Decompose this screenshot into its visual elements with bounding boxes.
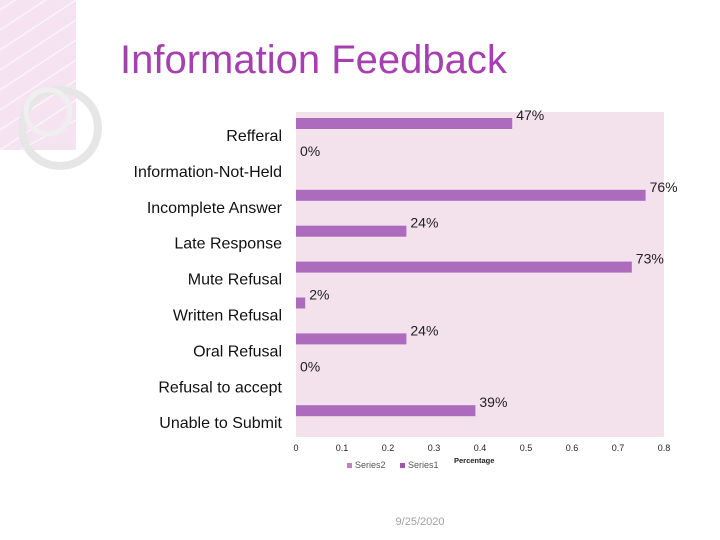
data-label: 76% (650, 179, 678, 195)
category-label: Mute Refusal (188, 272, 282, 289)
legend-label-series1: Series1 (408, 460, 439, 470)
bar (296, 297, 306, 309)
x-tick-label: 0.6 (566, 443, 579, 453)
data-label: 0% (300, 358, 320, 374)
legend-swatch-series1 (400, 463, 405, 468)
x-tick-label: 0.3 (428, 443, 441, 453)
slide-title: Information Feedback (120, 38, 507, 82)
data-label: 0% (300, 143, 320, 159)
bar (296, 261, 632, 273)
corner-decoration (0, 0, 102, 170)
x-tick-label: 0.8 (658, 443, 671, 453)
labels-layer: Refferal 47% Information-Not-Held 0% Incompl… (134, 107, 678, 432)
legend-swatch-series2 (347, 463, 352, 468)
slide-date: 9/25/2020 (395, 516, 445, 528)
data-label: 2% (309, 287, 329, 303)
category-label: Incomplete Answer (147, 200, 283, 217)
category-label: Late Response (174, 236, 282, 253)
bar (296, 118, 513, 129)
plot-area (296, 112, 664, 437)
x-tick-label: 0.7 (612, 443, 625, 453)
data-label: 47% (516, 107, 544, 123)
x-tick-label: 0.1 (336, 443, 349, 453)
legend-label-series2: Series2 (355, 460, 386, 470)
bar (296, 189, 646, 201)
data-label: 73% (636, 251, 664, 267)
data-label: 24% (410, 215, 438, 231)
bar (296, 225, 407, 237)
data-label: 39% (479, 394, 507, 410)
bars-layer (296, 118, 646, 417)
chart-legend: Series2 Series1 (347, 460, 439, 470)
x-axis-ticks: 0 0.1 0.2 0.3 0.4 0.5 0.6 0.7 0.8 (293, 443, 670, 453)
x-tick-label: 0 (293, 443, 298, 453)
bar (296, 333, 407, 345)
bar (296, 405, 476, 417)
data-label: 24% (410, 322, 438, 338)
category-label: Oral Refusal (193, 343, 282, 360)
category-label: Unable to Submit (159, 415, 282, 432)
x-axis-title: Percentage (454, 456, 494, 465)
category-label: Refferal (226, 128, 282, 145)
x-tick-label: 0.5 (520, 443, 533, 453)
category-label: Written Refusal (173, 308, 282, 325)
x-tick-label: 0.2 (382, 443, 395, 453)
category-label: Information-Not-Held (134, 164, 283, 181)
category-label: Refusal to accept (158, 379, 282, 396)
x-tick-label: 0.4 (474, 443, 487, 453)
